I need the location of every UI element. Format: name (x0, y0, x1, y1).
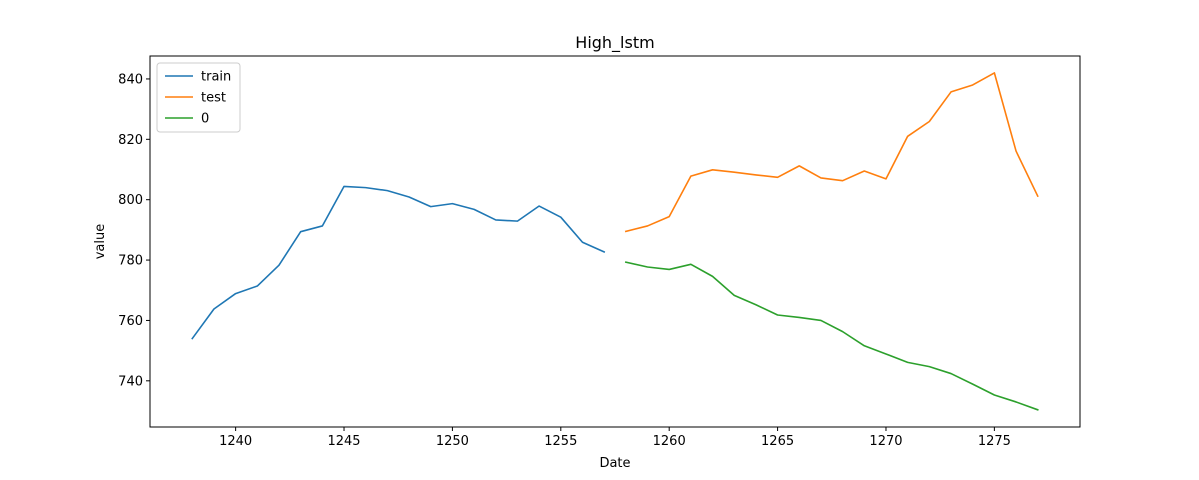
x-axis: 1240 1245 1250 1255 1260 1265 1270 1275 (219, 427, 1011, 449)
y-tick-label: 780 (118, 254, 143, 269)
legend: train test 0 (156, 62, 241, 133)
plot-area (149, 55, 1081, 428)
x-axis-label: Date (599, 456, 630, 471)
x-tick-label: 1240 (219, 434, 252, 449)
y-tick-label: 760 (118, 314, 143, 329)
legend-box (156, 62, 241, 133)
y-tick-label: 820 (118, 133, 143, 148)
series-line-test (624, 72, 1039, 233)
y-tick-label: 840 (118, 72, 143, 87)
x-tick-label: 1270 (869, 434, 902, 449)
legend-label-test: test (201, 91, 226, 106)
x-tick-label: 1275 (978, 434, 1011, 449)
legend-label-0: 0 (201, 112, 209, 127)
x-tick-label: 1265 (761, 434, 794, 449)
series-line-train (191, 185, 606, 340)
series-line-0 (624, 261, 1039, 411)
x-tick-label: 1255 (544, 434, 577, 449)
y-tick-label: 740 (118, 374, 143, 389)
chart-title: High_lstm (575, 33, 654, 53)
y-axis: 740 760 780 800 820 840 (118, 72, 150, 389)
plot-frame (149, 55, 1081, 428)
x-tick-label: 1260 (653, 434, 686, 449)
legend-label-train: train (201, 70, 231, 85)
y-tick-label: 800 (118, 193, 143, 208)
y-axis-label: value (93, 224, 108, 260)
x-tick-label: 1245 (327, 434, 360, 449)
x-tick-label: 1250 (436, 434, 469, 449)
